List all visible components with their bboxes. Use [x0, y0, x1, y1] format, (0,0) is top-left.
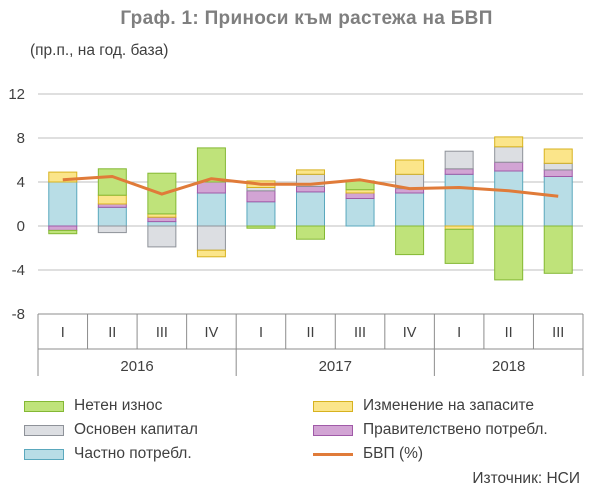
bar-segment — [196, 192, 226, 227]
bar-segment — [97, 206, 127, 227]
x-tick-label: IV — [403, 325, 417, 341]
bar-segment — [543, 225, 573, 274]
bar-segment — [196, 181, 226, 194]
x-tick-label: I — [457, 325, 461, 341]
bar-segment — [196, 147, 226, 183]
bar-segment — [345, 198, 375, 227]
bar-segment — [444, 228, 474, 264]
bar-segment — [147, 225, 177, 248]
x-tick-label: I — [61, 325, 65, 341]
chart-subtitle: (пр.п., на год. база) — [30, 42, 169, 59]
bar-segment — [395, 159, 425, 175]
y-tick-label: 8 — [17, 130, 25, 147]
gdp-line — [62, 175, 559, 198]
bar-segment — [494, 136, 524, 148]
bar-segment — [395, 225, 425, 256]
bar-segment — [444, 173, 474, 227]
bar-segment — [543, 176, 573, 227]
year-label: 2016 — [120, 358, 153, 375]
bar-segment — [246, 190, 276, 203]
bar-segment — [147, 221, 177, 227]
bar-segment — [246, 201, 276, 227]
source-note: Източник: НСИ — [472, 470, 580, 487]
bar-segment — [543, 169, 573, 177]
y-tick-label: -8 — [12, 306, 25, 323]
bar-segment — [494, 161, 524, 172]
bar-segment — [296, 185, 325, 193]
bar-segment — [543, 162, 573, 171]
bar-segment — [494, 225, 524, 281]
bar-segment — [296, 191, 325, 227]
y-tick-label: 12 — [8, 86, 25, 103]
bar-segment — [97, 225, 127, 234]
x-tick-label: I — [259, 325, 263, 341]
year-label: 2018 — [492, 358, 525, 375]
bar-segment — [97, 194, 127, 205]
y-tick-label: 4 — [17, 174, 25, 191]
bar-segment — [196, 249, 226, 258]
bar-segment — [494, 170, 524, 227]
bar-segment — [494, 146, 524, 163]
bar-segment — [296, 169, 325, 175]
y-tick-label: 0 — [17, 218, 25, 235]
y-tick-label: -4 — [12, 262, 25, 279]
bar-segment — [48, 229, 78, 235]
bar-segment — [246, 225, 276, 229]
x-tick-label: II — [306, 325, 314, 341]
x-tick-label: II — [505, 325, 513, 341]
bar-segment — [395, 192, 425, 227]
year-label: 2017 — [319, 358, 352, 375]
bar-segment — [97, 168, 127, 196]
bar-segment — [296, 225, 325, 240]
bar-segment — [196, 225, 226, 251]
bar-segment — [345, 192, 375, 199]
x-tick-label: III — [354, 325, 366, 341]
chart-title: Граф. 1: Приноси към растежа на БВП — [120, 8, 493, 29]
bar-segment — [444, 168, 474, 175]
bar-segment — [444, 150, 474, 170]
x-tick-label: III — [156, 325, 168, 341]
x-tick-label: III — [552, 325, 564, 341]
bar-segment — [543, 148, 573, 164]
bar-segment — [48, 181, 78, 227]
x-tick-label: II — [108, 325, 116, 341]
x-tick-label: IV — [205, 325, 219, 341]
bar-segment — [48, 225, 78, 231]
bar-segment — [48, 171, 78, 183]
bar-segment — [147, 216, 177, 223]
